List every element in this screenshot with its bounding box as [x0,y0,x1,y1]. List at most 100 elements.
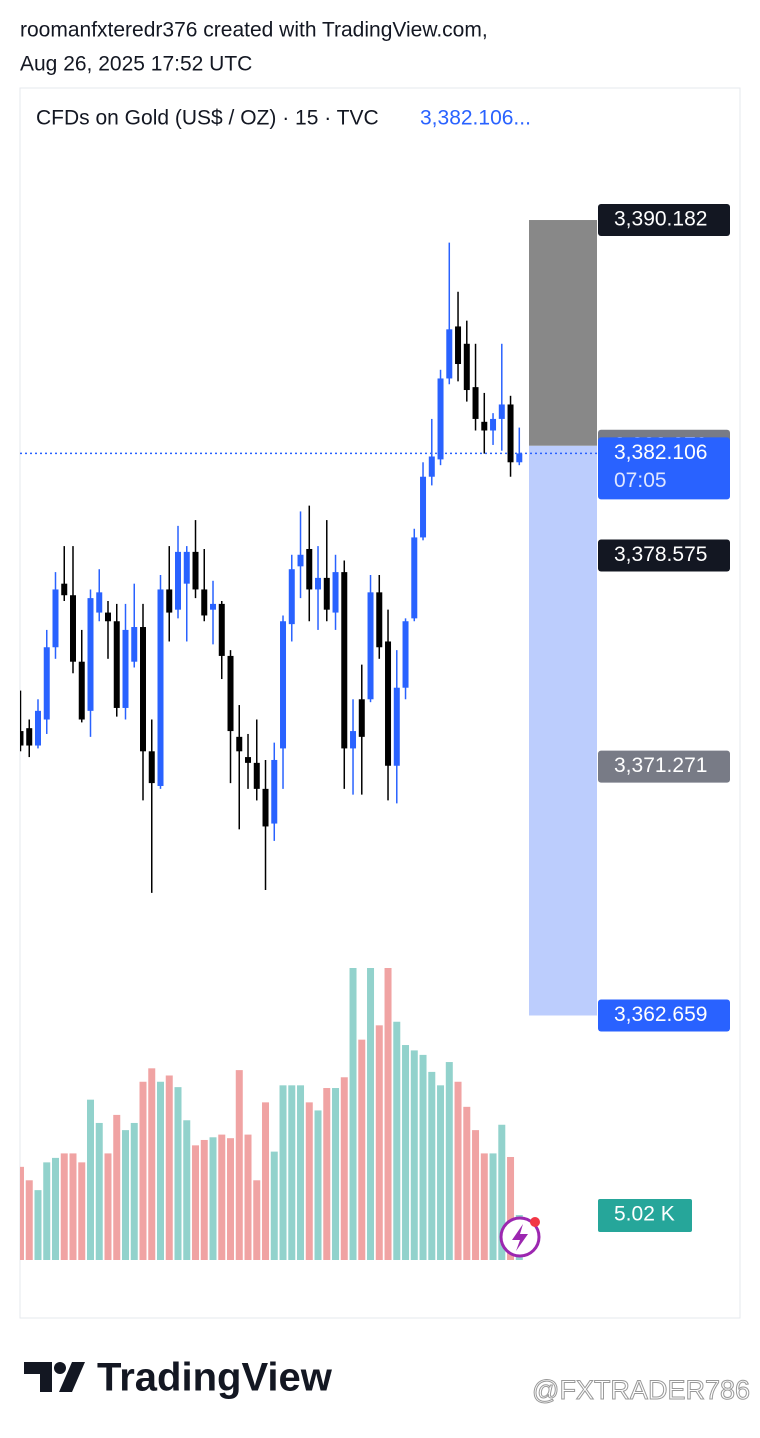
volume-bar [402,1045,410,1260]
volume-badge [598,1199,692,1233]
snapshot-date: Aug 26, 2025 17:52 UTC [20,53,252,76]
volume-bar [410,1050,418,1260]
volume-bar [428,1071,436,1260]
author-line: roomanfxteredr376 created with TradingVi… [20,19,488,42]
candle-body [166,589,173,613]
candle-body [262,788,269,827]
tradingview-logo [24,1362,85,1392]
price-badge [598,204,730,237]
candle-body [481,421,488,431]
candle-body [52,589,59,648]
volume-bar [34,1190,42,1260]
volume-bar [157,1081,165,1260]
candle-body [280,621,287,749]
stop-zone [529,220,597,446]
candle-body [376,592,383,648]
candle-body [498,404,505,419]
candle-body [323,577,330,610]
volume-bar [472,1130,480,1260]
candle-body [393,687,400,766]
candle-body [516,453,523,463]
candle-body [236,736,243,752]
volume-bar [297,1085,305,1260]
volume-bar [288,1085,296,1260]
candle-body [472,387,479,419]
volume-bar [454,1081,462,1260]
candle-body [61,583,68,596]
price-badge-label: 3,371.271 [614,754,707,777]
candle-body [34,710,41,746]
candle-body [332,572,339,613]
candle-body [122,629,129,708]
volume-bar [489,1153,497,1260]
candle-body [446,329,453,379]
volume-bar [113,1114,121,1260]
volume-bar [227,1138,235,1260]
price-badge [598,750,730,783]
volume-bar [69,1153,77,1260]
candle-body [463,343,470,391]
price-badge-label: 3,378.575 [614,543,707,566]
volume-bar [95,1122,103,1260]
candle-body [490,418,497,431]
volume-bar [349,968,357,1260]
volume-bar [437,1085,445,1260]
candle-body [96,592,103,613]
legend-last-price: 3,382.106... [420,107,531,130]
candle-body [437,378,444,460]
volume-bar [375,1025,383,1260]
volume-bar [51,1157,59,1260]
volume-bar [340,1077,348,1260]
symbol-legend: CFDs on Gold (US$ / OZ) · 15 · TVC [36,107,379,130]
candle-body [69,595,76,662]
target-zone [529,445,597,1016]
volume-bar [367,968,375,1260]
candle-body [402,621,409,688]
volume-bar [393,1021,401,1260]
volume-bar [507,1156,515,1260]
candle-body [131,627,138,662]
volume-bar [25,1180,33,1260]
volume-bar [314,1110,322,1260]
volume-bar [253,1180,261,1260]
volume-bar [332,1088,340,1260]
candle-body [78,661,85,720]
volume-bar [498,1124,506,1260]
candle-body [148,751,155,784]
candle-body [297,554,304,567]
candle-body [175,551,182,610]
volume-bar [463,1106,471,1260]
price-badge [598,437,730,500]
volume-bar [480,1153,488,1260]
candle-body [507,404,514,463]
candle-body [20,731,24,746]
candle-body [341,572,348,749]
volume-bar [445,1062,453,1260]
volume-bar [358,1039,366,1260]
volume-bar [384,968,392,1260]
volume-bar [104,1153,112,1260]
volume-bar [78,1162,86,1260]
candle-body [157,589,164,786]
price-badge-label: 3,390.182 [614,208,707,231]
volume-bar [262,1102,270,1260]
candle-body [455,326,462,365]
alert-icon [499,1216,541,1258]
candle-body [218,603,225,656]
volume-bar [200,1139,208,1260]
volume-bar [305,1102,313,1260]
volume-bar [139,1081,147,1260]
candle-body [367,592,374,700]
candle-body [183,551,190,584]
volume-bar [148,1068,156,1260]
volume-bar [130,1122,138,1260]
logo-text: TradingView [97,1356,333,1400]
candle-body [192,551,199,590]
candle-body [104,612,111,622]
volume-bar [235,1070,243,1260]
candle-body [87,598,94,711]
volume-bar [174,1087,182,1260]
candle-body [428,456,435,477]
candle-body [385,641,392,766]
